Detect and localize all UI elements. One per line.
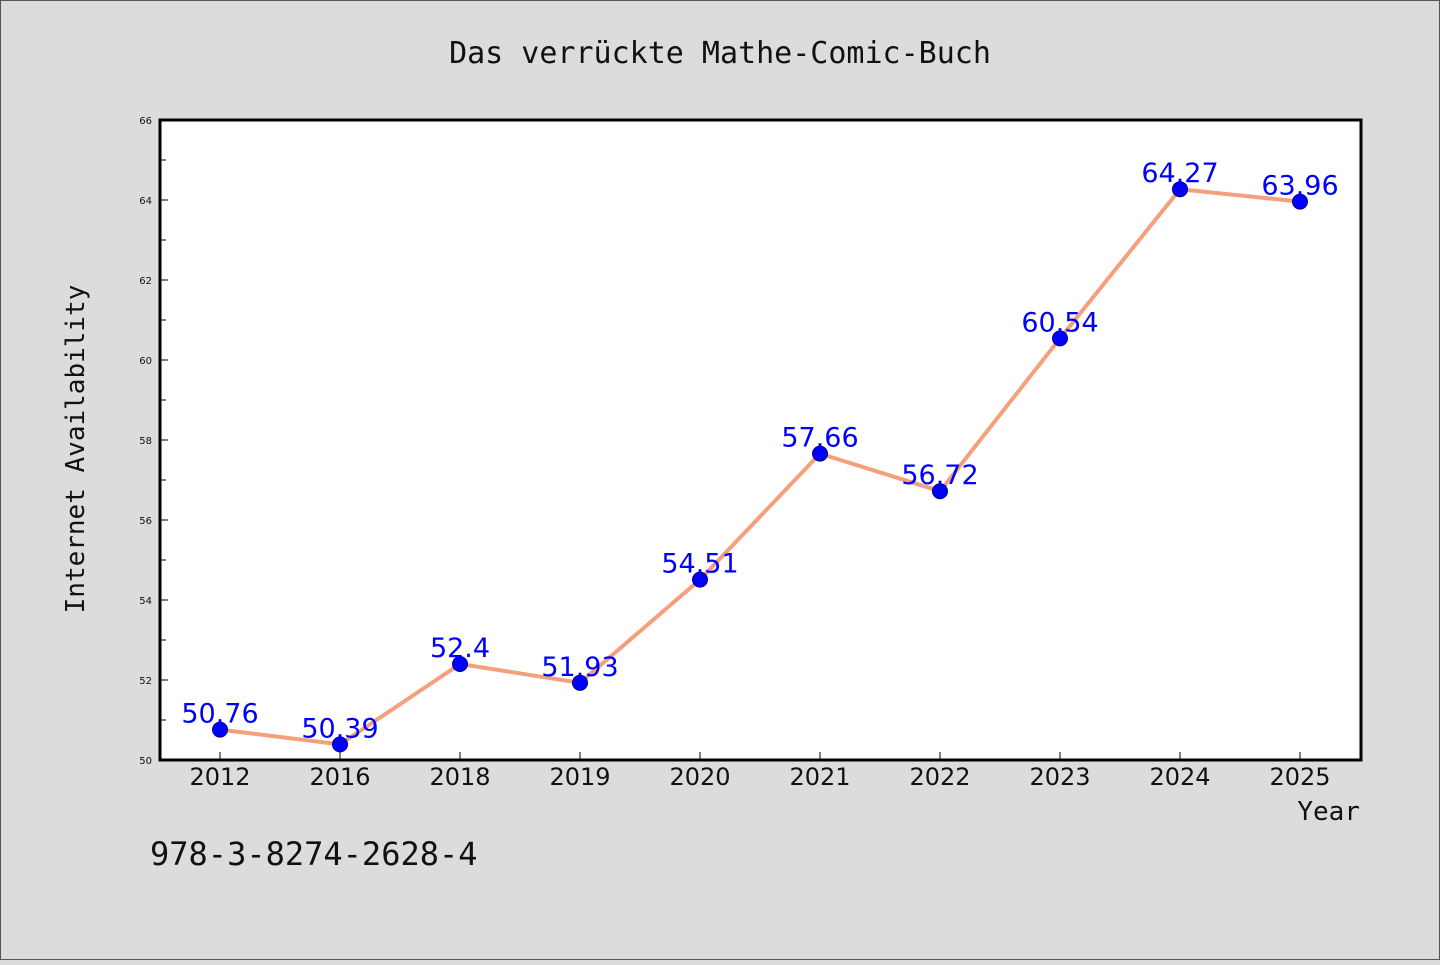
y-tick-label: 50 xyxy=(139,756,152,767)
series-line xyxy=(218,187,1302,747)
data-point-marker xyxy=(212,721,228,738)
x-tick-label: 2024 xyxy=(1149,763,1210,791)
data-label: 50.76 xyxy=(181,699,258,730)
x-tick-label: 2021 xyxy=(789,763,850,791)
y-tick-label: 58 xyxy=(139,436,152,447)
data-label: 56.72 xyxy=(901,460,978,491)
data-label: 51.93 xyxy=(541,652,618,683)
data-label: 50.39 xyxy=(301,713,378,744)
data-point-marker xyxy=(1052,330,1068,347)
x-tick-label: 2019 xyxy=(549,763,610,791)
y-tick-label: 60 xyxy=(139,356,152,367)
data-label: 57.66 xyxy=(781,423,858,454)
x-tick-label: 2018 xyxy=(429,763,490,791)
x-axis-label: Year xyxy=(1297,797,1360,827)
data-point-marker xyxy=(452,656,468,672)
y-axis: 50 52 54 56 58 60 62 64 66 xyxy=(139,116,168,767)
x-axis: 2012 2016 2018 2019 2020 2021 2022 2023 2024 2025 xyxy=(189,752,1331,791)
y-tick-label: 54 xyxy=(139,596,152,607)
y-tick-label: 56 xyxy=(139,516,152,527)
data-point-marker xyxy=(1172,181,1188,198)
data-label-layer: 50.76 50.39 52.4 51.93 54.51 57.66 56.72 60.54 6… xyxy=(181,158,1338,744)
data-label: 52.4 xyxy=(430,633,490,664)
data-point-marker xyxy=(932,483,948,500)
data-label: 64.27 xyxy=(1141,158,1218,189)
data-label: 60.54 xyxy=(1021,307,1098,338)
data-point-marker xyxy=(692,571,708,588)
y-tick-label: 52 xyxy=(139,676,152,687)
y-tick-label: 66 xyxy=(139,116,152,127)
data-point-marker xyxy=(332,736,348,753)
y-tick-label: 64 xyxy=(139,196,152,207)
series-line-layer xyxy=(218,187,1302,747)
marker-layer xyxy=(212,181,1308,753)
y-axis-label: Internet Availability xyxy=(61,285,91,614)
x-tick-label: 2022 xyxy=(909,763,970,791)
data-label: 54.51 xyxy=(661,549,738,580)
x-tick-label: 2016 xyxy=(309,763,370,791)
isbn-text: 978-3-8274-2628-4 xyxy=(150,835,478,873)
chart-title: Das verrückte Mathe-Comic-Buch xyxy=(449,36,991,71)
x-tick-label: 2025 xyxy=(1269,763,1330,791)
x-tick-label: 2020 xyxy=(669,763,730,791)
data-point-marker xyxy=(1292,193,1308,210)
data-point-marker xyxy=(572,674,588,691)
x-tick-label: 2012 xyxy=(189,763,250,791)
data-label: 63.96 xyxy=(1261,171,1338,202)
data-point-marker xyxy=(812,445,828,462)
plot-area xyxy=(158,118,1363,762)
x-tick-label: 2023 xyxy=(1029,763,1090,791)
y-tick-label: 62 xyxy=(139,276,152,287)
